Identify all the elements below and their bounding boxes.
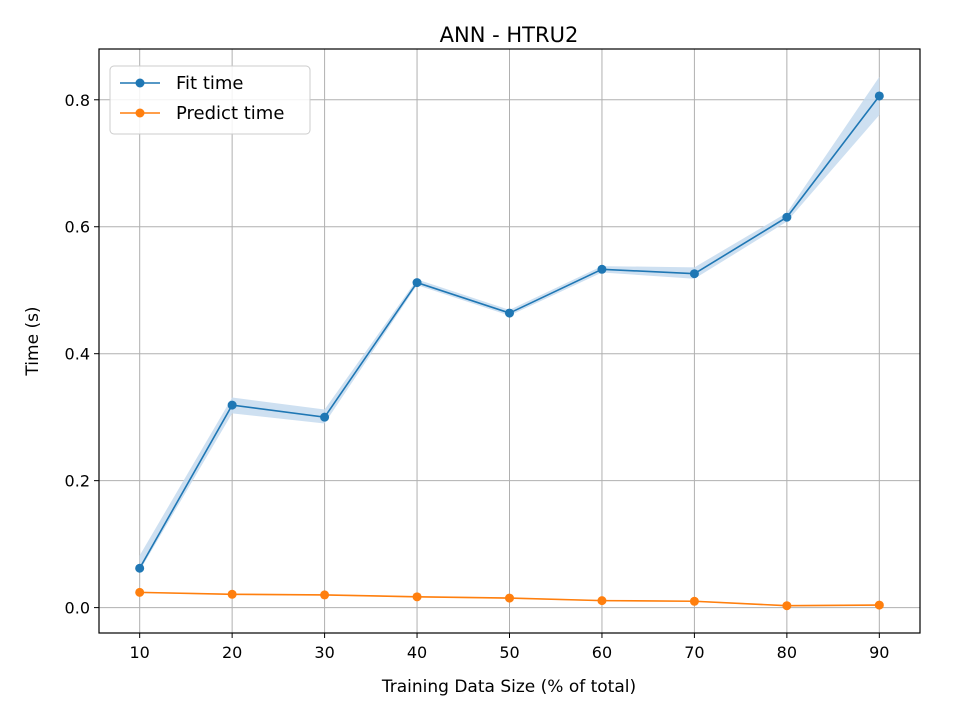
data-point bbox=[689, 596, 699, 606]
data-point bbox=[597, 596, 607, 606]
x-axis-label: Training Data Size (% of total) bbox=[381, 677, 636, 697]
legend-marker bbox=[135, 78, 145, 88]
x-tick-label: 80 bbox=[777, 643, 797, 662]
x-tick-label: 30 bbox=[314, 643, 334, 662]
y-axis-ticks: 0.0 0.2 0.4 0.6 0.8 bbox=[65, 91, 99, 618]
data-point bbox=[135, 563, 145, 573]
data-point bbox=[505, 308, 514, 318]
y-tick-label: 0.2 bbox=[65, 472, 90, 491]
x-tick-label: 70 bbox=[684, 643, 704, 662]
x-tick-label: 40 bbox=[407, 643, 427, 662]
legend-marker bbox=[135, 108, 145, 118]
legend-label: Predict time bbox=[176, 103, 284, 124]
chart-title: ANN - HTRU2 bbox=[440, 23, 579, 47]
data-point bbox=[320, 590, 330, 600]
y-tick-label: 0.8 bbox=[65, 91, 90, 110]
x-tick-label: 60 bbox=[592, 643, 612, 662]
data-point bbox=[782, 212, 792, 222]
data-point bbox=[874, 91, 884, 101]
x-axis-ticks: 10 20 30 40 50 60 70 80 90 bbox=[130, 633, 889, 662]
legend-label: Fit time bbox=[176, 73, 244, 94]
data-point bbox=[782, 601, 792, 611]
data-point bbox=[505, 593, 514, 603]
x-tick-label: 50 bbox=[499, 643, 519, 662]
y-tick-label: 0.4 bbox=[65, 345, 90, 364]
x-tick-label: 90 bbox=[869, 643, 889, 662]
legend: Fit time Predict time bbox=[109, 65, 311, 135]
data-point bbox=[227, 400, 237, 410]
data-point bbox=[135, 587, 145, 597]
y-axis-label: Time (s) bbox=[23, 306, 43, 376]
data-point bbox=[874, 600, 884, 610]
y-tick-label: 0.6 bbox=[65, 218, 90, 237]
series-points bbox=[135, 91, 884, 611]
data-point bbox=[689, 269, 699, 279]
data-point bbox=[412, 278, 422, 288]
data-point bbox=[227, 589, 237, 599]
y-tick-label: 0.0 bbox=[65, 599, 90, 618]
x-tick-label: 10 bbox=[130, 643, 150, 662]
x-tick-label: 20 bbox=[222, 643, 242, 662]
data-point bbox=[597, 264, 607, 274]
data-point bbox=[412, 592, 422, 602]
data-point bbox=[320, 412, 330, 422]
